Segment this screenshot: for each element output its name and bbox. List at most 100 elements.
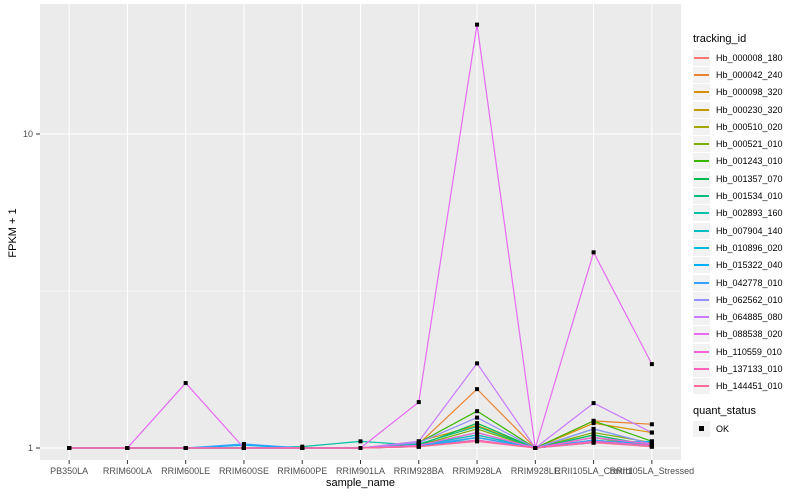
x-tick-label-RRIM600SE: RRIM600SE <box>218 466 269 476</box>
x-tick-label-RRIM600LE: RRIM600LE <box>161 466 211 476</box>
data-point-marker <box>591 440 596 445</box>
legend-item-Hb_002893_160: Hb_002893_160 <box>693 205 799 222</box>
legend: tracking_id Hb_000008_180 Hb_000042_240 Hb… <box>693 33 799 437</box>
data-point-marker <box>475 409 480 414</box>
legend-item-Hb_042778_010: Hb_042778_010 <box>693 274 799 291</box>
legend-items: Hb_000008_180 Hb_000042_240 Hb_000098_320 H… <box>693 49 799 395</box>
data-point-marker <box>475 435 480 440</box>
legend-item-label: Hb_042778_010 <box>716 277 783 288</box>
data-point-marker <box>67 446 72 450</box>
legend-key-line-icon <box>693 84 710 101</box>
data-point-marker <box>649 362 654 367</box>
legend-key-line-icon <box>693 239 710 256</box>
data-point-marker <box>475 430 480 435</box>
x-tick-label-RRII105LA_Control: RRII105LA_Control <box>554 466 633 476</box>
x-tick-label-RRIM928LA: RRIM928LA <box>452 466 502 476</box>
legend-item-Hb_137133_010: Hb_137133_010 <box>693 360 799 377</box>
legend-item-Hb_000230_320: Hb_000230_320 <box>693 101 799 118</box>
legend-key-square-icon <box>693 420 710 437</box>
data-point-marker <box>358 446 363 450</box>
legend-key-line-icon <box>693 205 710 222</box>
data-point-marker <box>241 446 246 450</box>
legend-item-Hb_144451_010: Hb_144451_010 <box>693 378 799 395</box>
legend-key-line-icon <box>693 49 710 66</box>
legend-item-label: Hb_110559_010 <box>716 346 782 357</box>
legend-item-label: Hb_015322_040 <box>716 260 783 271</box>
legend-item-label: Hb_000008_180 <box>716 52 783 63</box>
data-point-marker <box>475 415 480 420</box>
y-tick-label-1: 1 <box>27 442 33 453</box>
legend-key-line-icon <box>693 309 710 326</box>
quant-legend-items: OK <box>693 420 799 437</box>
data-point-marker <box>183 381 188 386</box>
legend-key-line-icon <box>693 257 710 274</box>
legend-item-label: Hb_002893_160 <box>716 208 783 219</box>
x-tick-label-RRIM600LA: RRIM600LA <box>102 466 152 476</box>
legend-item-label: Hb_000510_020 <box>716 121 783 132</box>
data-point-marker <box>591 435 596 440</box>
legend-key-line-icon <box>693 188 710 205</box>
legend-item-Hb_001243_010: Hb_001243_010 <box>693 153 799 170</box>
legend-key-line-icon <box>693 343 710 360</box>
legend-key-line-icon <box>693 153 710 170</box>
data-point-marker <box>358 439 363 444</box>
data-point-marker <box>416 439 421 444</box>
data-point-marker <box>591 426 596 431</box>
legend-key-line-icon <box>693 170 710 187</box>
legend-item-label: Hb_000230_320 <box>716 104 783 115</box>
data-point-marker <box>475 426 480 431</box>
x-axis-title: sample_name <box>325 477 396 489</box>
legend-item-label: Hb_000521_010 <box>716 139 783 150</box>
legend-item-Hb_110559_010: Hb_110559_010 <box>693 343 799 360</box>
legend-key-line-icon <box>693 326 710 343</box>
x-tick-label-RRIM600PE: RRIM600PE <box>277 466 328 476</box>
x-tick-label-RRIM901LA: RRIM901LA <box>335 466 386 476</box>
legend-item-Hb_000510_020: Hb_000510_020 <box>693 118 799 135</box>
legend-item-label: Hb_064885_080 <box>716 312 783 323</box>
x-tick-label-RRIM928LE: RRIM928LE <box>510 466 560 476</box>
legend-item-Hb_001534_010: Hb_001534_010 <box>693 187 799 205</box>
x-tick-label-PB350LA: PB350LA <box>50 466 89 476</box>
quant-legend-item-label: OK <box>716 423 730 434</box>
legend-title-quant-status: quant_status <box>693 404 756 417</box>
data-point-marker <box>475 421 480 426</box>
data-point-marker <box>649 430 654 435</box>
legend-item-Hb_064885_080: Hb_064885_080 <box>693 308 799 326</box>
data-point-marker <box>475 361 480 366</box>
data-point-marker <box>300 446 305 450</box>
legend-item-label: Hb_001243_010 <box>716 156 783 167</box>
legend-item-label: Hb_088538_020 <box>716 329 783 340</box>
legend-item-label: Hb_007904_140 <box>716 225 783 236</box>
legend-item-label: Hb_000098_320 <box>716 87 783 98</box>
legend-item-label: Hb_062562_010 <box>716 294 783 305</box>
legend-item-Hb_000008_180: Hb_000008_180 <box>693 49 799 66</box>
legend-key-line-icon <box>693 291 710 308</box>
data-point-marker <box>475 387 480 392</box>
legend-item-label: Hb_000042_240 <box>716 69 783 80</box>
legend-item-Hb_000521_010: Hb_000521_010 <box>693 135 799 153</box>
y-axis-title: FPKM + 1 <box>7 208 19 258</box>
legend-item-Hb_062562_010: Hb_062562_010 <box>693 291 799 308</box>
data-point-marker <box>649 439 654 444</box>
legend-item-Hb_088538_020: Hb_088538_020 <box>693 326 799 343</box>
data-point-marker <box>475 424 480 429</box>
legend-key-line-icon <box>693 118 710 135</box>
legend-key-line-icon <box>693 378 710 395</box>
data-point-marker <box>241 441 246 446</box>
legend-item-Hb_015322_040: Hb_015322_040 <box>693 257 799 274</box>
data-point-marker <box>416 400 421 405</box>
legend-item-label: Hb_144451_010 <box>716 381 783 392</box>
quant-legend-item-OK: OK <box>693 420 799 437</box>
legend-item-label: Hb_010896_020 <box>716 242 783 253</box>
data-point-marker <box>416 444 421 449</box>
data-point-marker <box>591 250 596 255</box>
legend-item-Hb_010896_020: Hb_010896_020 <box>693 239 799 256</box>
data-point-marker <box>125 446 130 450</box>
legend-key-line-icon <box>693 222 710 239</box>
legend-key-line-icon <box>693 66 710 83</box>
data-point-marker <box>649 444 654 449</box>
x-tick-label-RRIM928BA: RRIM928BA <box>393 466 444 476</box>
